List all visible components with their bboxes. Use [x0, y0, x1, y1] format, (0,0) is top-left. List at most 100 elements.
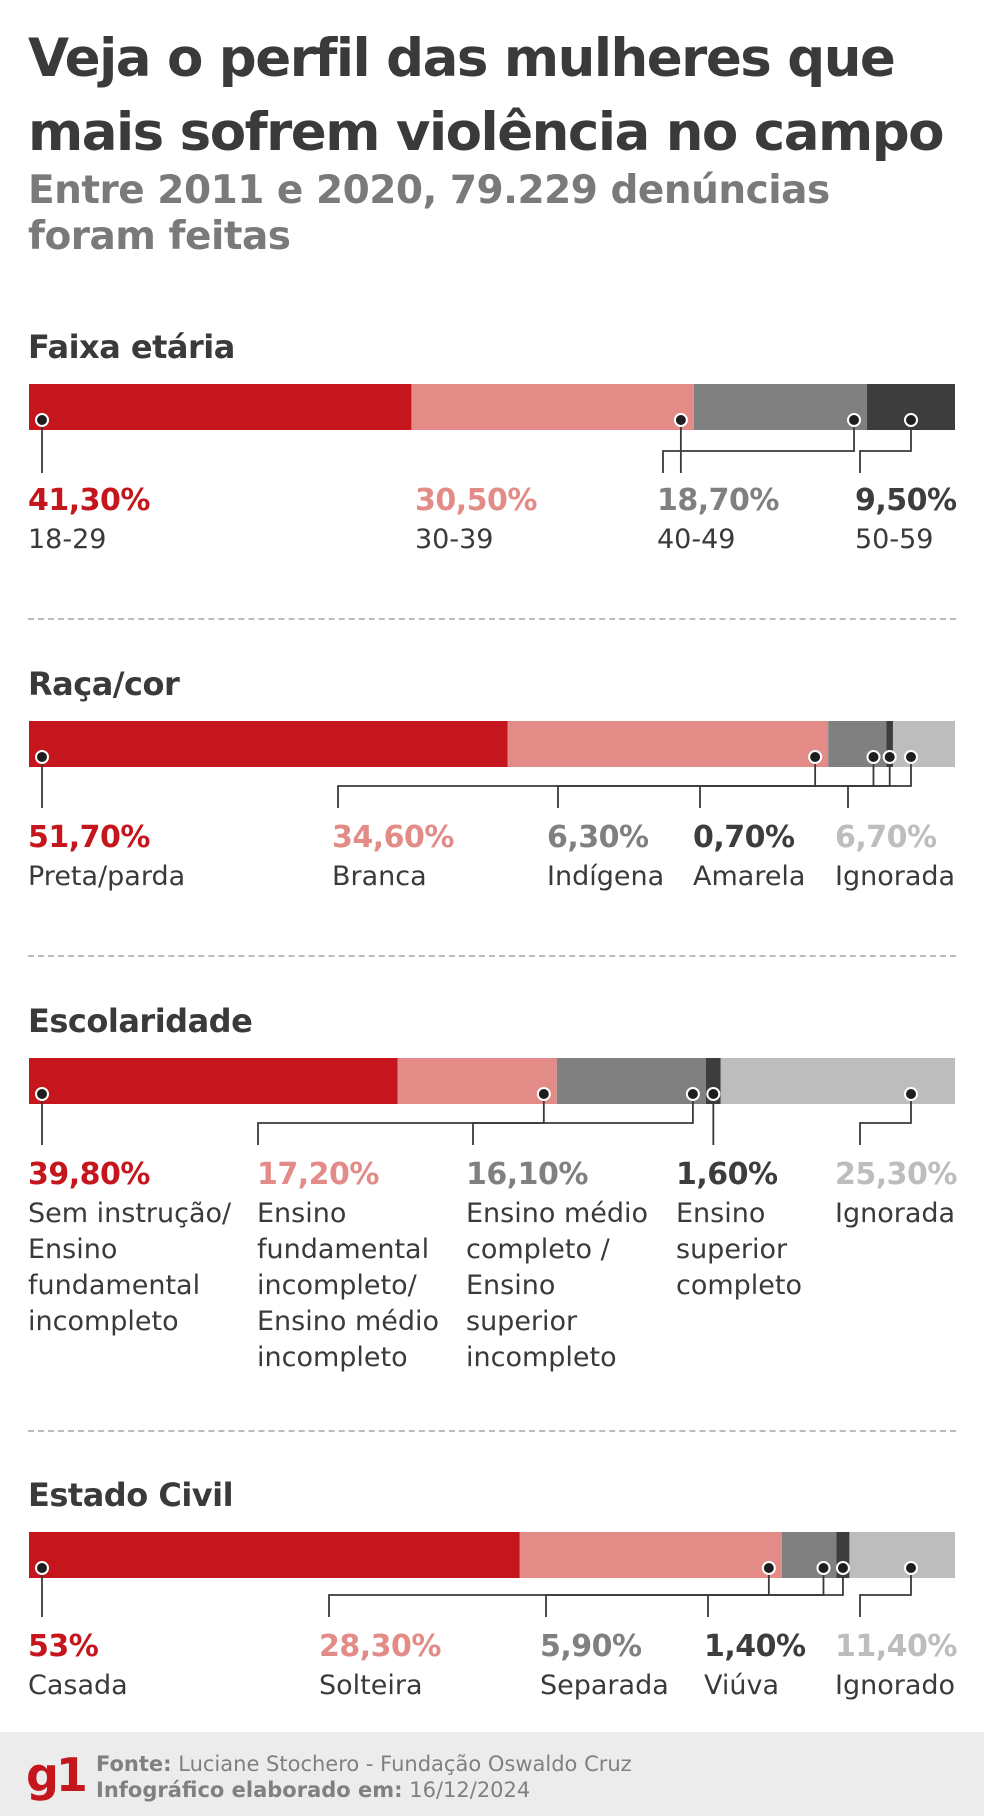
page-subtitle: Entre 2011 e 2020, 79.229 denúncias fora…	[28, 168, 830, 259]
segment-marker-dot	[904, 1087, 918, 1101]
segment-marker-dot	[816, 1561, 831, 1575]
category-label: 18-29	[28, 524, 107, 555]
category-label: Solteira	[319, 1670, 423, 1701]
data-value-label: 41,30%	[28, 483, 150, 518]
footer	[0, 1732, 984, 1816]
category-label: Indígena	[547, 861, 665, 892]
source-line: Fonte: Luciane Stochero - Fundação Oswal…	[96, 1752, 632, 1776]
segment-marker-dot	[904, 1561, 918, 1575]
bar-segment	[892, 721, 955, 767]
section-title: Raça/cor	[28, 665, 180, 703]
bar-segment	[29, 721, 508, 767]
category-label: Ignorada	[835, 861, 956, 892]
bar-segment	[556, 1058, 706, 1104]
segment-marker-dot	[685, 1087, 700, 1101]
category-label: Ignorada	[835, 1198, 956, 1229]
segment-marker-dot	[35, 413, 49, 427]
segment-marker-dot	[673, 413, 688, 427]
section-title: Faixa etária	[28, 328, 235, 366]
data-value-label: 30,50%	[415, 483, 537, 518]
data-value-label: 1,40%	[704, 1629, 806, 1664]
segment-marker-dot	[35, 1561, 49, 1575]
category-label: 30-39	[415, 524, 494, 555]
data-value-label: 6,30%	[547, 820, 649, 855]
date-text: 16/12/2024	[409, 1778, 531, 1802]
data-value-label: 9,50%	[855, 483, 957, 518]
connector-line	[859, 420, 912, 473]
g1-logo: g1	[26, 1748, 88, 1802]
bar-segment	[29, 1058, 398, 1104]
section-title: Estado Civil	[28, 1476, 234, 1514]
segment-marker-dot	[35, 750, 49, 764]
category-label: Preta/parda	[28, 861, 186, 892]
category-label: Separada	[540, 1670, 669, 1701]
bar-segment	[29, 1532, 520, 1578]
source-label: Fonte:	[96, 1752, 172, 1776]
segment-marker-dot	[904, 413, 918, 427]
connector-line	[662, 420, 855, 473]
section-title: Escolaridade	[28, 1002, 253, 1040]
segment-marker-dot	[882, 750, 897, 764]
bar-segment	[507, 721, 829, 767]
segment-marker-dot	[835, 1561, 850, 1575]
section-divider	[28, 955, 956, 957]
connector-line	[859, 1094, 912, 1145]
category-label: Ensino superior completo	[676, 1198, 803, 1301]
data-value-label: 0,70%	[693, 820, 795, 855]
data-value-label: 25,30%	[835, 1157, 957, 1192]
connector-line	[472, 1094, 694, 1145]
stacked-bar-chart	[29, 384, 955, 473]
connector-line	[257, 1094, 545, 1145]
data-value-label: 51,70%	[28, 820, 150, 855]
segment-marker-dot	[761, 1561, 776, 1575]
category-label: Sem instrução/ Ensino fundamental incomp…	[28, 1198, 232, 1337]
date-line: Infográfico elaborado em: 16/12/2024	[96, 1778, 530, 1802]
segment-marker-dot	[904, 750, 918, 764]
bar-segment	[519, 1532, 782, 1578]
category-label: Branca	[332, 861, 427, 892]
stacked-bar-chart	[29, 1058, 955, 1145]
bar-segment	[411, 384, 694, 430]
category-label: 50-59	[855, 524, 934, 555]
segment-marker-dot	[847, 413, 862, 427]
bar-segment	[397, 1058, 557, 1104]
data-value-label: 1,60%	[676, 1157, 778, 1192]
category-label: Amarela	[693, 861, 806, 892]
section-divider	[28, 618, 956, 620]
data-value-label: 34,60%	[332, 820, 454, 855]
segment-marker-dot	[706, 1087, 721, 1101]
data-value-label: 6,70%	[835, 820, 937, 855]
segment-marker-dot	[35, 1087, 49, 1101]
data-value-label: 53%	[28, 1629, 99, 1664]
category-label: 40-49	[657, 524, 736, 555]
data-value-label: 17,20%	[257, 1157, 379, 1192]
connector-line	[699, 757, 891, 808]
category-label: Ensino médio completo / Ensino superior …	[466, 1198, 649, 1373]
bar-segment	[886, 721, 893, 767]
bar-segment	[849, 1532, 955, 1578]
connector-line	[847, 757, 912, 808]
connector-line	[859, 1568, 912, 1617]
data-value-label: 11,40%	[835, 1629, 957, 1664]
stacked-bar-chart	[29, 721, 955, 808]
data-value-label: 28,30%	[319, 1629, 441, 1664]
page-title: Veja o perfil das mulheres que mais sofr…	[28, 28, 945, 163]
segment-marker-dot	[536, 1087, 551, 1101]
data-value-label: 16,10%	[466, 1157, 588, 1192]
segment-marker-dot	[866, 750, 881, 764]
date-label: Infográfico elaborado em:	[96, 1778, 403, 1802]
data-value-label: 39,80%	[28, 1157, 150, 1192]
category-label: Viúva	[704, 1670, 780, 1701]
section-divider	[28, 1430, 956, 1432]
data-value-label: 5,90%	[540, 1629, 642, 1664]
bar-segment	[29, 384, 412, 430]
category-label: Ignorado	[835, 1670, 956, 1701]
bar-segment	[693, 384, 868, 430]
connector-line	[545, 1568, 825, 1617]
bar-segment	[720, 1058, 955, 1104]
connector-line	[707, 1568, 844, 1617]
stacked-bar-chart	[29, 1532, 955, 1617]
segment-marker-dot	[808, 750, 823, 764]
category-label: Casada	[28, 1670, 128, 1701]
